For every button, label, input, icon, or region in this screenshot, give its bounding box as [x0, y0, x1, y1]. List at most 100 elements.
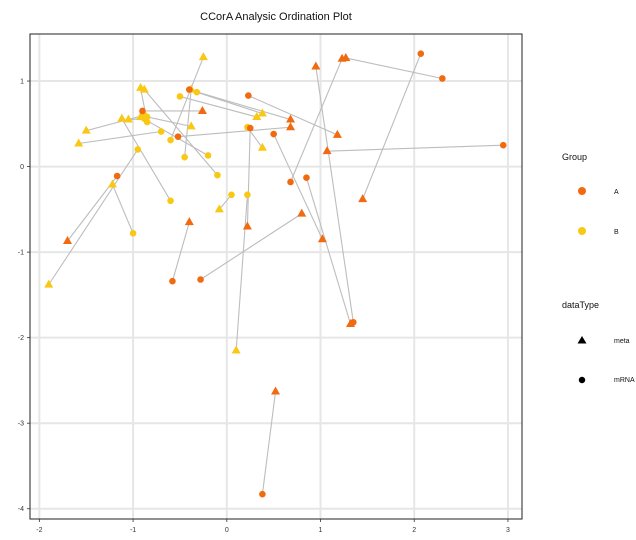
legend-datatype-title: dataType — [562, 300, 599, 310]
meta-point — [197, 105, 207, 114]
mrna-point — [244, 191, 251, 199]
meta-point — [186, 121, 196, 130]
pair-link-line — [200, 213, 303, 280]
chart-title: CCorA Analysic Ordination Plot — [200, 11, 352, 23]
meta-point — [317, 234, 327, 243]
mrna-point — [499, 141, 507, 149]
pair-link-line — [246, 128, 251, 227]
meta-point — [297, 208, 307, 217]
mrna-point — [259, 490, 266, 498]
mrna-point — [129, 230, 137, 237]
pair-link-line — [189, 89, 291, 121]
pair-link-line — [315, 66, 354, 323]
pair-link-line — [147, 116, 192, 127]
mrna-point — [439, 75, 446, 82]
mrna-point — [270, 130, 277, 138]
mrna-point — [167, 136, 174, 144]
x-tick-label: 0 — [225, 527, 229, 534]
meta-point — [286, 122, 296, 131]
pair-link-line — [184, 89, 192, 158]
x-tick-label: -1 — [130, 527, 136, 534]
x-tick-label: -2 — [36, 527, 42, 534]
meta-point — [346, 318, 356, 327]
data-points — [44, 50, 507, 498]
y-tick-label: 0 — [20, 164, 24, 171]
mrna-point — [417, 50, 425, 57]
mrna-point — [245, 92, 252, 99]
grid-lines — [30, 34, 522, 519]
meta-point — [123, 114, 133, 123]
meta-point — [286, 114, 296, 123]
mrna-point — [186, 86, 193, 93]
y-tick-label: -3 — [18, 421, 24, 428]
meta-point — [231, 345, 241, 354]
pair-link-line — [196, 91, 263, 115]
mrna-point — [174, 133, 182, 140]
pair-link-line — [178, 126, 291, 138]
meta-point — [81, 125, 91, 134]
mrna-point — [303, 174, 310, 182]
mrna-point — [169, 277, 176, 285]
legend-meta-swatch — [577, 336, 587, 344]
meta-point — [257, 142, 267, 151]
meta-point — [44, 279, 54, 288]
pair-link-line — [179, 95, 257, 118]
meta-point — [341, 52, 351, 61]
meta-point — [271, 386, 281, 395]
pair-link-line — [111, 184, 134, 234]
mrna-point — [143, 113, 151, 121]
pair-link-line — [261, 391, 277, 495]
meta-point — [117, 113, 127, 122]
pair-link-line — [248, 95, 338, 136]
mrna-point — [113, 172, 121, 180]
mrna-point — [157, 128, 165, 135]
x-tick-label: 2 — [412, 527, 416, 534]
pair-links — [48, 53, 504, 495]
meta-point — [242, 221, 252, 230]
axis-ticks: -2 -1 0 1 2 3 -4 -3 -2 -1 0 1 — [18, 79, 510, 534]
legend-mrna-label: mRNA — [614, 377, 635, 384]
meta-point — [332, 129, 342, 138]
legend-group-b-label: B — [614, 229, 619, 236]
meta-point — [139, 84, 149, 93]
legend-group-a-label: A — [614, 189, 619, 196]
y-tick-label: 1 — [20, 79, 24, 86]
pair-link-line — [362, 53, 422, 200]
x-tick-label: 1 — [319, 527, 323, 534]
meta-point — [252, 111, 262, 120]
mrna-point — [197, 276, 204, 283]
legend-group-title: Group — [562, 152, 587, 162]
meta-point — [214, 204, 224, 213]
meta-point — [198, 52, 208, 61]
meta-point — [257, 108, 267, 117]
legend-group-b-swatch — [578, 227, 586, 235]
mrna-point — [214, 171, 221, 179]
y-tick-label: -2 — [18, 335, 24, 342]
legend: Group A B dataType meta mRNA — [562, 152, 635, 384]
pair-link-line — [48, 149, 139, 285]
pair-link-line — [305, 177, 352, 325]
mrna-point — [167, 197, 174, 205]
meta-point — [107, 179, 117, 188]
legend-meta-label: meta — [614, 338, 630, 345]
meta-point — [311, 61, 321, 70]
pair-link-line — [327, 144, 504, 152]
meta-point — [184, 217, 194, 226]
mrna-point — [204, 152, 212, 159]
mrna-point — [287, 178, 294, 186]
legend-group-a-swatch — [578, 187, 586, 195]
meta-point — [322, 146, 332, 155]
mrna-point — [176, 93, 184, 100]
x-tick-label: 3 — [506, 527, 510, 534]
pair-link-line — [345, 57, 443, 80]
pair-link-line — [121, 118, 172, 202]
pair-link-line — [290, 58, 343, 183]
meta-point — [74, 138, 84, 147]
y-tick-label: -1 — [18, 250, 24, 257]
pair-link-line — [235, 194, 248, 351]
mrna-point — [134, 146, 142, 153]
pair-link-line — [78, 130, 162, 145]
legend-mrna-swatch — [578, 376, 586, 384]
mrna-point — [193, 88, 201, 96]
